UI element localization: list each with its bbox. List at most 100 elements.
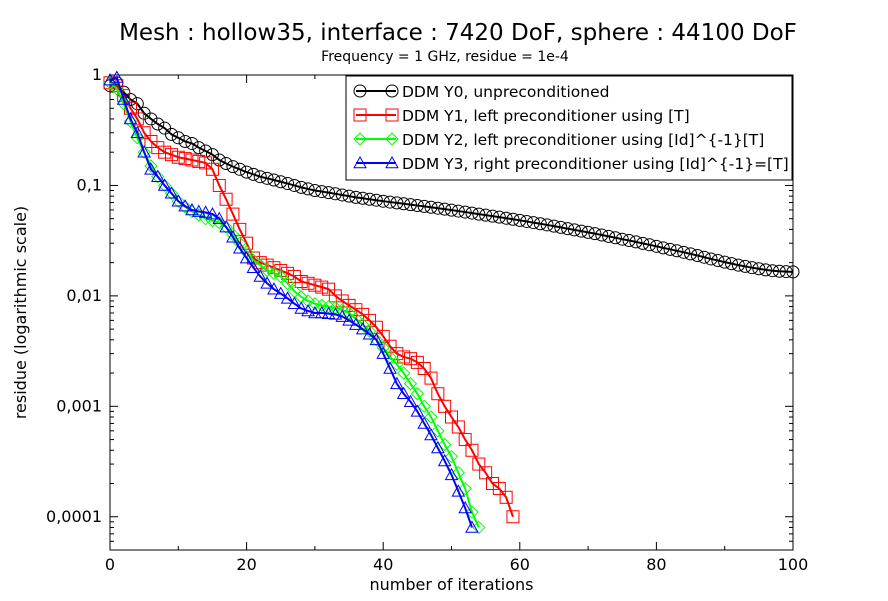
- legend-marker: [353, 132, 367, 146]
- data-point: [465, 206, 479, 220]
- data-point: [731, 258, 745, 272]
- data-point: [130, 97, 144, 111]
- data-point: [349, 190, 363, 204]
- data-point: [301, 294, 315, 308]
- data-point: [369, 332, 384, 346]
- data-point: [178, 152, 192, 166]
- data-point: [451, 204, 465, 218]
- data-point: [281, 177, 295, 191]
- data-point: [349, 303, 363, 317]
- data-point: [547, 219, 561, 233]
- data-point: [328, 187, 342, 201]
- data-point: [499, 211, 513, 225]
- data-point: [390, 376, 404, 390]
- data-point: [308, 305, 322, 319]
- data-point: [437, 437, 452, 452]
- data-point: [280, 276, 295, 291]
- data-point: [690, 249, 704, 263]
- data-point: [205, 148, 219, 162]
- data-point: [396, 366, 411, 380]
- chart-title: Mesh : hollow35, interface : 7420 DoF, s…: [119, 20, 797, 46]
- data-point: [281, 266, 295, 280]
- data-point: [383, 195, 397, 209]
- data-point: [608, 231, 622, 245]
- legend-marker: [353, 155, 367, 169]
- series-3: [103, 70, 479, 533]
- legend-entry-2: DDM Y2, left preconditioner using [Id]^{…: [353, 131, 764, 149]
- data-point: [232, 241, 247, 254]
- data-point: [287, 178, 301, 192]
- data-point: [622, 234, 636, 248]
- data-point: [403, 377, 418, 391]
- data-point: [410, 199, 424, 213]
- data-point: [430, 440, 445, 454]
- data-point: [356, 191, 370, 205]
- data-point: [356, 317, 370, 332]
- data-point: [779, 265, 793, 279]
- data-point: [226, 160, 240, 174]
- series-1: [103, 76, 520, 524]
- data-point: [390, 357, 404, 372]
- data-point: [335, 294, 349, 308]
- data-point: [417, 361, 431, 375]
- data-point: [567, 223, 581, 237]
- data-point: [192, 141, 206, 155]
- data-point: [219, 220, 233, 234]
- y-axis-label: residue (logarithmic scale): [11, 206, 30, 419]
- data-point: [178, 134, 192, 148]
- data-point: [212, 211, 227, 224]
- data-point: [492, 482, 506, 496]
- data-point: [410, 404, 425, 417]
- data-point: [171, 194, 186, 208]
- legend: DDM Y0, unpreconditioned DDM Y1, left pre…: [345, 75, 793, 181]
- data-point: [677, 245, 691, 259]
- data-point: [253, 170, 267, 184]
- legend-label: DDM Y2, left preconditioner using [Id]^{…: [402, 131, 764, 149]
- y-tick-label: 1: [92, 65, 102, 84]
- data-point: [465, 520, 479, 533]
- data-point: [267, 173, 281, 187]
- data-point: [649, 239, 663, 253]
- x-tick-label: 100: [778, 555, 809, 574]
- data-point: [602, 229, 616, 243]
- legend-marker: [353, 84, 367, 98]
- data-point: [198, 205, 213, 218]
- series-layer: [103, 70, 800, 535]
- data-point: [636, 236, 650, 250]
- data-point: [137, 145, 151, 158]
- data-point: [506, 212, 520, 226]
- data-point: [656, 241, 670, 255]
- data-point: [574, 224, 588, 238]
- data-point: [185, 153, 199, 167]
- data-point: [322, 186, 336, 200]
- data-point: [451, 420, 465, 434]
- series-line: [109, 76, 473, 528]
- data-point: [212, 153, 226, 167]
- data-point: [396, 386, 411, 400]
- data-point: [240, 165, 254, 179]
- data-point: [151, 117, 165, 131]
- data-point: [137, 145, 151, 159]
- data-point: [438, 202, 452, 216]
- data-point: [752, 262, 766, 276]
- legend-entry-3: DDM Y3, right preconditioner using [Id]^…: [353, 155, 789, 173]
- data-point: [444, 467, 459, 481]
- data-point: [287, 269, 301, 283]
- data-point: [178, 199, 192, 212]
- series-0: [103, 76, 800, 279]
- legend-marker: [385, 108, 399, 122]
- data-point: [335, 309, 350, 322]
- data-point: [164, 127, 178, 141]
- data-point: [424, 427, 438, 441]
- legend-marker: [353, 108, 367, 122]
- data-point: [397, 350, 411, 364]
- data-point: [219, 156, 233, 170]
- legend-marker: [385, 155, 399, 169]
- data-point: [239, 251, 254, 264]
- data-point: [342, 306, 356, 320]
- data-point: [397, 197, 411, 211]
- data-point: [738, 259, 752, 273]
- data-point: [144, 159, 158, 173]
- data-point: [349, 317, 363, 330]
